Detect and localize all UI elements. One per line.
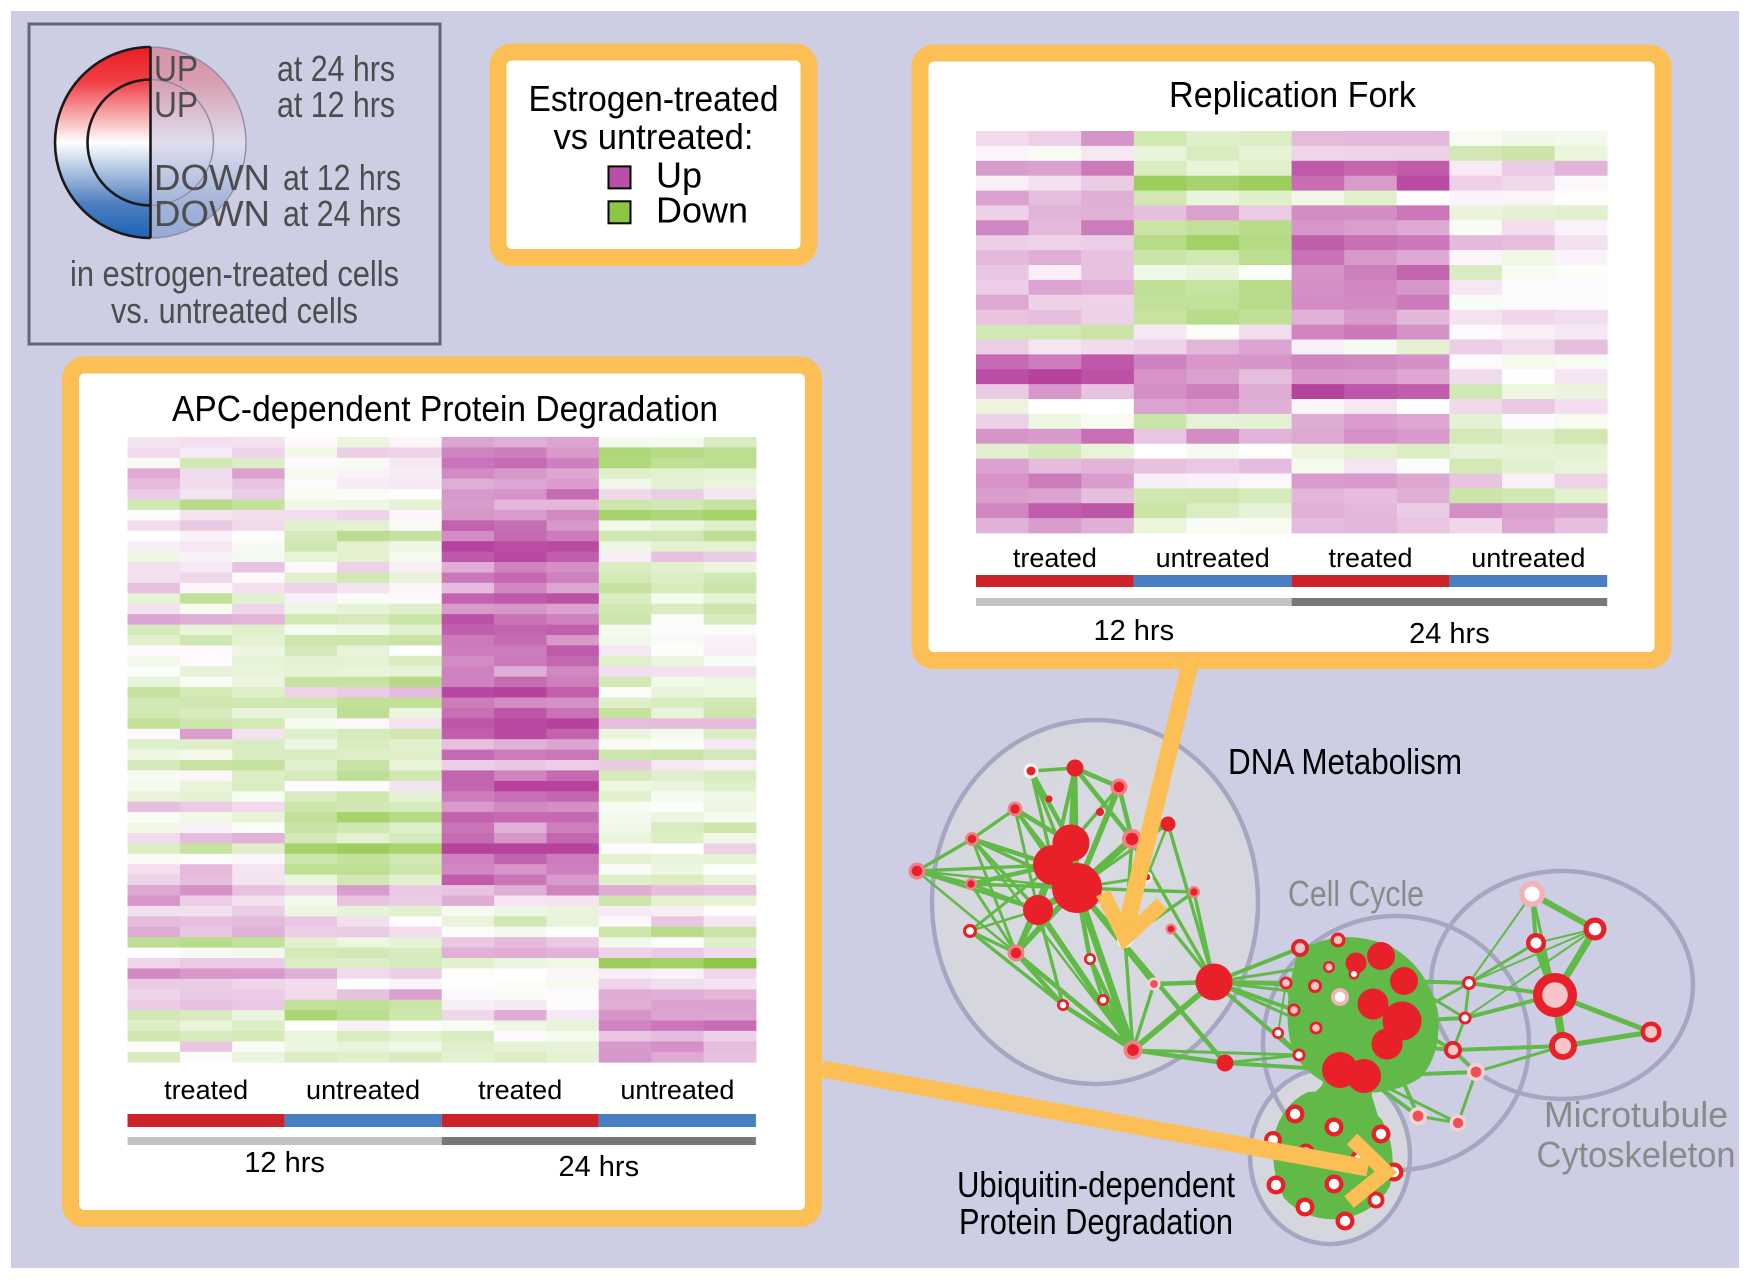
svg-text:Cytoskeleton: Cytoskeleton	[1537, 1134, 1736, 1175]
svg-text:12 hrs: 12 hrs	[1093, 615, 1174, 647]
svg-text:untreated: untreated	[620, 1075, 734, 1105]
svg-text:treated: treated	[1013, 543, 1097, 573]
svg-text:Protein Degradation: Protein Degradation	[959, 1201, 1233, 1242]
svg-text:at 12 hrs: at 12 hrs	[283, 157, 401, 198]
svg-text:Microtubule: Microtubule	[1544, 1094, 1728, 1135]
svg-text:Estrogen-treated: Estrogen-treated	[529, 78, 779, 119]
svg-text:DOWN: DOWN	[154, 157, 270, 198]
svg-text:12 hrs: 12 hrs	[244, 1147, 325, 1179]
svg-text:24 hrs: 24 hrs	[1409, 618, 1490, 650]
svg-text:DOWN: DOWN	[154, 193, 270, 234]
svg-text:DNA Metabolism: DNA Metabolism	[1228, 741, 1462, 782]
svg-text:at 24 hrs: at 24 hrs	[277, 48, 395, 89]
svg-text:untreated: untreated	[306, 1075, 420, 1105]
svg-text:untreated: untreated	[1471, 543, 1585, 573]
svg-text:UP: UP	[154, 84, 198, 125]
svg-text:untreated: untreated	[1156, 543, 1270, 573]
svg-text:Ubiquitin-dependent: Ubiquitin-dependent	[957, 1164, 1235, 1205]
svg-text:vs. untreated cells: vs. untreated cells	[111, 290, 358, 331]
svg-text:APC-dependent Protein Degradat: APC-dependent Protein Degradation	[172, 388, 718, 429]
svg-text:treated: treated	[164, 1075, 248, 1105]
svg-text:Replication Fork: Replication Fork	[1169, 74, 1417, 115]
svg-text:vs untreated:: vs untreated:	[554, 116, 754, 157]
svg-text:Up: Up	[656, 155, 702, 196]
svg-text:Down: Down	[656, 189, 748, 230]
svg-text:in estrogen-treated cells: in estrogen-treated cells	[70, 253, 399, 294]
svg-text:24 hrs: 24 hrs	[558, 1151, 639, 1183]
svg-text:treated: treated	[478, 1075, 562, 1105]
svg-text:Cell Cycle: Cell Cycle	[1288, 873, 1424, 914]
svg-text:at 24 hrs: at 24 hrs	[283, 193, 401, 234]
svg-text:UP: UP	[154, 48, 198, 89]
svg-text:at 12 hrs: at 12 hrs	[277, 84, 395, 125]
svg-text:treated: treated	[1328, 543, 1412, 573]
